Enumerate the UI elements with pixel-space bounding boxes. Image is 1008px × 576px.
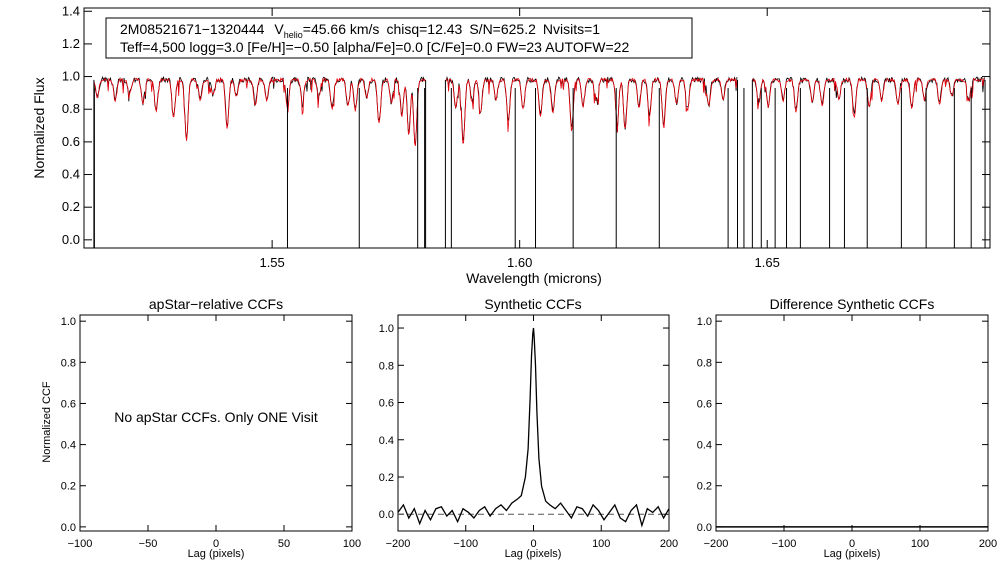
y-tick-label: 0.0 [697,522,712,534]
nvisits-value: Nvisits=1 [543,21,600,37]
y-tick-label: 0.8 [61,357,76,369]
info-params-line: Teff=4,500 logg=3.0 [Fe/H]=−0.50 [alpha/… [120,39,629,55]
apstar-ccf-y-label: Normalized CCF [41,381,53,463]
observed-spectrum-segment [752,75,985,114]
x-tick-label: 0 [530,538,536,550]
synthetic-spectrum-segment [445,77,738,144]
y-tick-label: 0.2 [697,481,712,493]
observed-spectrum-segment [93,75,426,145]
synthetic-spectrum-segment [93,76,426,147]
star-id: 2M08521671−1320444 [120,21,265,37]
x-tick-label: −200 [704,538,729,550]
y-tick-label: 1.0 [61,316,76,328]
synthetic-ccf-title: Synthetic CCFs [484,296,581,312]
apstar-ccf-annotation: No apStar CCFs. Only ONE Visit [114,409,318,425]
difference-ccf-ticks: −200 −100 0 100 200 0.0 0.2 0.4 0.6 0.8 1.0 [697,315,997,550]
x-tick-label: 50 [278,538,290,550]
y-tick-label: 0.6 [379,398,394,410]
y-tick-label: 0.6 [61,398,76,410]
y-tick-label: 0.2 [61,481,76,493]
y-tick-label: 0.8 [62,101,80,116]
spectrum-x-ticks: 1.55 1.60 1.65 [259,8,780,270]
snr-value: S/N=625.2 [469,21,536,37]
synthetic-ccf-curve [397,327,670,528]
difference-ccf-panel: −200 −100 0 100 200 0.0 0.2 0.4 0.6 0.8 1.0 Differ… [697,296,997,560]
spectrum-lines [93,75,986,248]
x-tick-label: −100 [453,538,478,550]
apstar-ccf-ticks: −100 −50 0 50 100 0.0 0.2 0.4 0.6 0.8 1.0 [61,315,361,550]
x-tick-label: 200 [979,538,997,550]
y-tick-label: 0.6 [62,134,80,149]
apstar-ccf-panel: −100 −50 0 50 100 0.0 0.2 0.4 0.6 0.8 1.0 apStar−r… [41,296,361,560]
difference-ccf-x-label: Lag (pixels) [824,548,881,560]
spectrum-info-box: 2M08521671−1320444 Vhelio=45.66 km/s chisq… [105,17,693,59]
info-line-1: 2M08521671−1320444 Vhelio=45.66 km/s chisq… [120,21,600,40]
synthetic-ccf-x-label: Lag (pixels) [505,548,562,560]
synthetic-ccf-lines [397,327,670,528]
info-box-frame [105,17,693,59]
synthetic-ccf-ticks: −200 −100 0 100 200 0.0 0.2 0.4 0.6 0.8 1.0 [379,315,678,550]
x-tick-label: 1.60 [507,255,532,270]
y-tick-label: 0.2 [379,472,394,484]
synthetic-ccf-frame [397,314,670,532]
x-tick-label: −50 [139,538,158,550]
x-tick-label: 100 [343,538,361,550]
spectrum-y-label: Normalized Flux [31,77,47,178]
difference-ccf-frame [715,314,989,532]
synthetic-spectrum-segment [752,77,985,119]
y-tick-label: 0.4 [62,167,80,182]
apstar-ccf-x-label: Lag (pixels) [188,548,245,560]
y-tick-label: 0.0 [62,232,80,247]
x-tick-label: −200 [386,538,411,550]
vhelio-prefix: V [274,21,284,37]
x-tick-label: 1.65 [755,255,780,270]
spectrum-panel: 1.55 1.60 1.65 0.0 0.2 0.4 0.6 0.8 1.0 1.2 1.4 Wa… [31,3,991,286]
y-tick-label: 0.6 [697,398,712,410]
y-tick-label: 1.0 [379,323,394,335]
spectrum-x-label: Wavelength (microns) [466,270,602,286]
y-tick-label: 0.4 [379,435,394,447]
y-tick-label: 0.2 [62,199,80,214]
y-tick-label: 1.2 [62,36,80,51]
synthetic-ccf-panel: −200 −100 0 100 200 0.0 0.2 0.4 0.6 0.8 1.0 Synthe… [379,296,678,560]
x-tick-label: −100 [68,538,93,550]
y-tick-label: 1.0 [62,69,80,84]
y-tick-label: 0.0 [379,509,394,521]
x-tick-label: 1.55 [259,255,284,270]
y-tick-label: 1.4 [62,3,80,18]
apstar-ccf-title: apStar−relative CCFs [149,296,283,312]
y-tick-label: 0.8 [697,357,712,369]
spectrum-frame [83,7,991,249]
x-tick-label: 200 [660,538,678,550]
x-tick-label: 100 [911,538,929,550]
vhelio-value: =45.66 km/s [303,21,380,37]
y-tick-label: 0.8 [379,360,394,372]
chisq-value: chisq=12.43 [386,21,462,37]
y-tick-label: 1.0 [697,316,712,328]
x-tick-label: −100 [772,538,797,550]
x-tick-label: 0 [849,538,855,550]
spectrum-y-ticks: 0.0 0.2 0.4 0.6 0.8 1.0 1.2 1.4 [62,3,990,247]
difference-ccf-title: Difference Synthetic CCFs [770,296,935,312]
y-tick-label: 0.0 [61,522,76,534]
x-tick-label: 100 [592,538,610,550]
y-tick-label: 0.4 [61,440,76,452]
vhelio-subscript: helio [284,30,303,40]
x-tick-label: 0 [213,538,219,550]
y-tick-label: 0.4 [697,440,712,452]
